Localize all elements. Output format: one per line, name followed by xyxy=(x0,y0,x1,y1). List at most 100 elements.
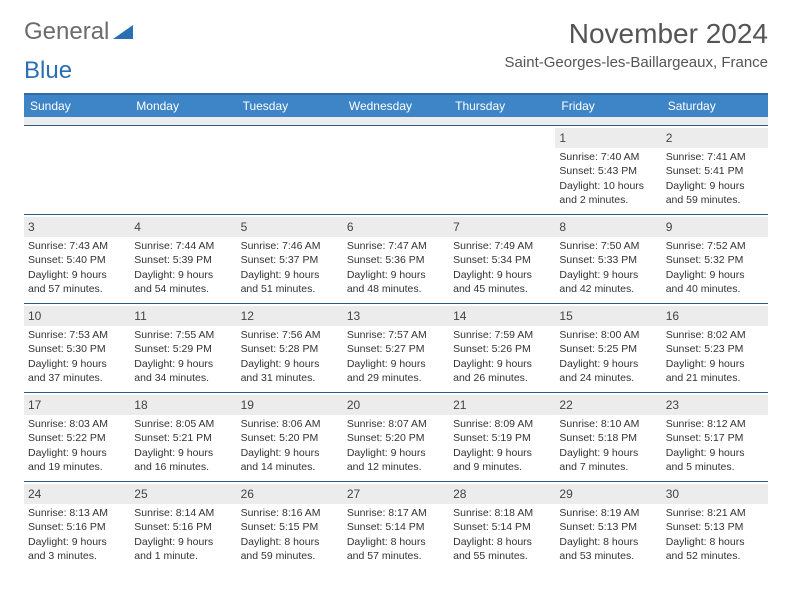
day-info-line: Sunset: 5:29 PM xyxy=(134,342,232,356)
day-number: 27 xyxy=(343,484,449,504)
day-number: 4 xyxy=(130,217,236,237)
day-info-line: Daylight: 9 hours and 24 minutes. xyxy=(559,357,657,385)
day-cell: 23Sunrise: 8:12 AMSunset: 5:17 PMDayligh… xyxy=(662,393,768,481)
weekday-sunday: Sunday xyxy=(24,95,130,117)
weekday-saturday: Saturday xyxy=(662,95,768,117)
day-info-line: Sunrise: 7:47 AM xyxy=(347,239,445,253)
day-info-line: Sunrise: 8:09 AM xyxy=(453,417,551,431)
day-info-line: Sunrise: 7:50 AM xyxy=(559,239,657,253)
day-info-line: Daylight: 8 hours and 57 minutes. xyxy=(347,535,445,563)
day-info-line: Daylight: 10 hours and 2 minutes. xyxy=(559,179,657,207)
day-info-line: Sunrise: 7:59 AM xyxy=(453,328,551,342)
day-cell: 2Sunrise: 7:41 AMSunset: 5:41 PMDaylight… xyxy=(662,126,768,214)
day-info-line: Daylight: 9 hours and 21 minutes. xyxy=(666,357,764,385)
day-cell xyxy=(24,126,130,214)
day-info-line: Daylight: 9 hours and 31 minutes. xyxy=(241,357,339,385)
day-info-line: Sunrise: 8:13 AM xyxy=(28,506,126,520)
day-info-line: Daylight: 9 hours and 26 minutes. xyxy=(453,357,551,385)
day-info-line: Sunset: 5:15 PM xyxy=(241,520,339,534)
week-row: 17Sunrise: 8:03 AMSunset: 5:22 PMDayligh… xyxy=(24,392,768,481)
day-number: 2 xyxy=(662,128,768,148)
day-info-line: Sunset: 5:16 PM xyxy=(134,520,232,534)
day-info-line: Sunset: 5:13 PM xyxy=(559,520,657,534)
day-number: 28 xyxy=(449,484,555,504)
week-row: 3Sunrise: 7:43 AMSunset: 5:40 PMDaylight… xyxy=(24,214,768,303)
day-info-line: Sunrise: 8:21 AM xyxy=(666,506,764,520)
day-cell: 16Sunrise: 8:02 AMSunset: 5:23 PMDayligh… xyxy=(662,304,768,392)
day-cell: 30Sunrise: 8:21 AMSunset: 5:13 PMDayligh… xyxy=(662,482,768,570)
calendar: SundayMondayTuesdayWednesdayThursdayFrid… xyxy=(24,93,768,570)
day-info-line: Daylight: 9 hours and 14 minutes. xyxy=(241,446,339,474)
day-number: 8 xyxy=(555,217,661,237)
day-info-line: Sunrise: 8:16 AM xyxy=(241,506,339,520)
day-number: 7 xyxy=(449,217,555,237)
day-info-line: Daylight: 8 hours and 52 minutes. xyxy=(666,535,764,563)
day-info-line: Sunset: 5:34 PM xyxy=(453,253,551,267)
day-number: 13 xyxy=(343,306,449,326)
day-info-line: Sunset: 5:20 PM xyxy=(241,431,339,445)
day-info-line: Daylight: 9 hours and 37 minutes. xyxy=(28,357,126,385)
day-info-line: Daylight: 9 hours and 19 minutes. xyxy=(28,446,126,474)
day-cell xyxy=(130,126,236,214)
day-number: 6 xyxy=(343,217,449,237)
day-info-line: Sunset: 5:20 PM xyxy=(347,431,445,445)
day-cell: 5Sunrise: 7:46 AMSunset: 5:37 PMDaylight… xyxy=(237,215,343,303)
day-info-line: Sunset: 5:14 PM xyxy=(453,520,551,534)
day-info-line: Sunrise: 7:52 AM xyxy=(666,239,764,253)
day-info-line: Sunrise: 7:43 AM xyxy=(28,239,126,253)
blank-row xyxy=(24,117,768,125)
day-info-line: Sunset: 5:23 PM xyxy=(666,342,764,356)
day-info-line: Sunrise: 7:57 AM xyxy=(347,328,445,342)
day-number: 22 xyxy=(555,395,661,415)
day-info-line: Daylight: 9 hours and 48 minutes. xyxy=(347,268,445,296)
day-cell xyxy=(237,126,343,214)
day-cell: 20Sunrise: 8:07 AMSunset: 5:20 PMDayligh… xyxy=(343,393,449,481)
day-info-line: Sunrise: 8:02 AM xyxy=(666,328,764,342)
day-number: 10 xyxy=(24,306,130,326)
weekday-tuesday: Tuesday xyxy=(237,95,343,117)
day-cell: 4Sunrise: 7:44 AMSunset: 5:39 PMDaylight… xyxy=(130,215,236,303)
day-info-line: Daylight: 8 hours and 59 minutes. xyxy=(241,535,339,563)
day-info-line: Daylight: 9 hours and 1 minute. xyxy=(134,535,232,563)
day-cell: 22Sunrise: 8:10 AMSunset: 5:18 PMDayligh… xyxy=(555,393,661,481)
day-info-line: Sunrise: 8:10 AM xyxy=(559,417,657,431)
day-cell: 28Sunrise: 8:18 AMSunset: 5:14 PMDayligh… xyxy=(449,482,555,570)
day-cell xyxy=(343,126,449,214)
weekday-thursday: Thursday xyxy=(449,95,555,117)
day-info-line: Sunrise: 8:00 AM xyxy=(559,328,657,342)
day-number: 30 xyxy=(662,484,768,504)
day-info-line: Sunset: 5:19 PM xyxy=(453,431,551,445)
day-number: 9 xyxy=(662,217,768,237)
week-row: 10Sunrise: 7:53 AMSunset: 5:30 PMDayligh… xyxy=(24,303,768,392)
day-info-line: Daylight: 9 hours and 5 minutes. xyxy=(666,446,764,474)
weekday-header: SundayMondayTuesdayWednesdayThursdayFrid… xyxy=(24,95,768,117)
day-number: 25 xyxy=(130,484,236,504)
day-info-line: Daylight: 9 hours and 7 minutes. xyxy=(559,446,657,474)
day-info-line: Daylight: 9 hours and 57 minutes. xyxy=(28,268,126,296)
day-info-line: Sunrise: 8:06 AM xyxy=(241,417,339,431)
day-info-line: Sunrise: 7:40 AM xyxy=(559,150,657,164)
day-info-line: Daylight: 9 hours and 12 minutes. xyxy=(347,446,445,474)
brand-word-2: Blue xyxy=(24,57,72,85)
day-number: 1 xyxy=(555,128,661,148)
day-cell: 25Sunrise: 8:14 AMSunset: 5:16 PMDayligh… xyxy=(130,482,236,570)
day-info-line: Sunset: 5:17 PM xyxy=(666,431,764,445)
day-cell: 8Sunrise: 7:50 AMSunset: 5:33 PMDaylight… xyxy=(555,215,661,303)
day-info-line: Sunrise: 8:18 AM xyxy=(453,506,551,520)
day-cell: 18Sunrise: 8:05 AMSunset: 5:21 PMDayligh… xyxy=(130,393,236,481)
day-cell: 14Sunrise: 7:59 AMSunset: 5:26 PMDayligh… xyxy=(449,304,555,392)
week-row: 1 Sunrise: 7:40 AMSunset: 5:43 PMDaylight… xyxy=(24,125,768,214)
day-cell: 7Sunrise: 7:49 AMSunset: 5:34 PMDaylight… xyxy=(449,215,555,303)
day-info-line: Sunrise: 7:56 AM xyxy=(241,328,339,342)
day-info-line: Sunrise: 8:17 AM xyxy=(347,506,445,520)
day-info-line: Daylight: 8 hours and 53 minutes. xyxy=(559,535,657,563)
day-number: 19 xyxy=(237,395,343,415)
day-info-line: Sunrise: 8:12 AM xyxy=(666,417,764,431)
day-info-line: Sunset: 5:36 PM xyxy=(347,253,445,267)
day-info-line: Daylight: 9 hours and 9 minutes. xyxy=(453,446,551,474)
day-info-line: Sunset: 5:43 PM xyxy=(559,164,657,178)
day-info-line: Sunset: 5:39 PM xyxy=(134,253,232,267)
day-cell: 15Sunrise: 8:00 AMSunset: 5:25 PMDayligh… xyxy=(555,304,661,392)
brand-logo: General xyxy=(24,18,135,46)
day-info-line: Sunset: 5:37 PM xyxy=(241,253,339,267)
